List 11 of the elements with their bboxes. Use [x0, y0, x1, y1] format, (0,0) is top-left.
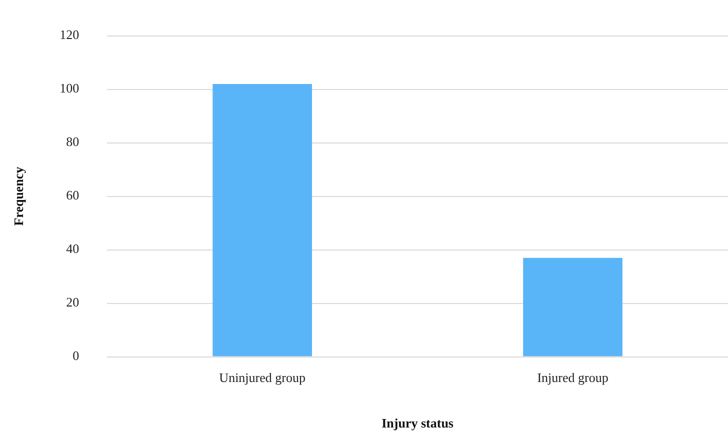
x-axis-title: Injury status [382, 416, 454, 431]
y-tick-label: 0 [72, 348, 80, 364]
y-tick-label: 100 [60, 80, 80, 96]
x-tick-label: Uninjured group [219, 370, 306, 386]
y-tick-label: 120 [60, 27, 80, 42]
y-tick-label: 20 [66, 294, 80, 310]
y-tick-label: 80 [66, 134, 80, 150]
y-tick-label: 60 [66, 188, 80, 203]
x-tick-label: Injured group [537, 370, 608, 386]
y-axis-title: Frequency [11, 166, 26, 226]
y-tick-label: 40 [66, 241, 80, 256]
